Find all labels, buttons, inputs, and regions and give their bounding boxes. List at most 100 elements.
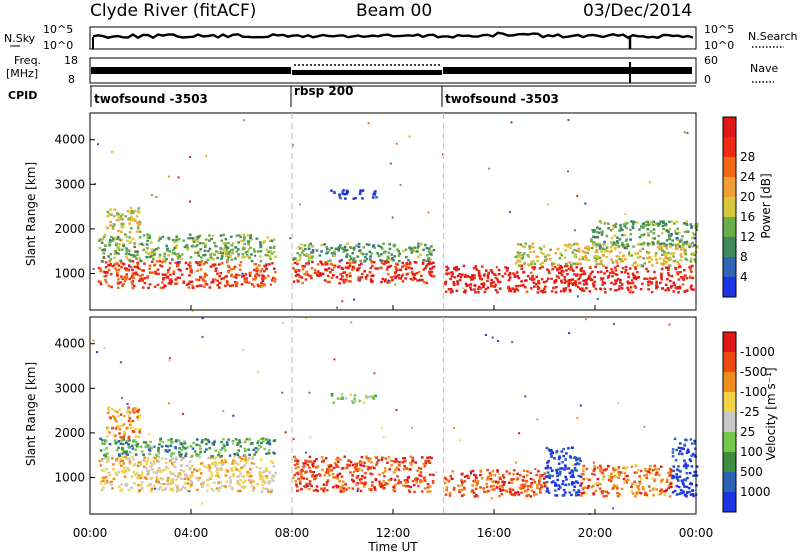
heatmap-cell-band-1 — [115, 242, 118, 245]
heatmap-cell-band-3 — [307, 262, 310, 265]
heatmap-cell-band-1 — [138, 257, 141, 260]
heatmap-cell-band-3 — [422, 280, 426, 284]
heatmap-cell-band-6 — [544, 475, 548, 479]
heatmap-cell-band-6 — [561, 467, 564, 470]
heatmap-cell-band-4 — [392, 259, 395, 262]
heatmap-cell-band-6 — [573, 466, 577, 470]
heatmap-cell-band-1 — [256, 441, 259, 445]
heatmap-cell-band-1 — [228, 254, 231, 257]
heatmap-cell-band-0 — [238, 268, 242, 271]
heatmap-cell-band-0 — [207, 456, 211, 460]
heatmap-cell-band-7 — [543, 259, 547, 262]
heatmap-cell-band-2 — [106, 226, 109, 230]
heatmap-cell-band-3 — [431, 480, 435, 483]
heatmap-cell-band-0 — [169, 459, 172, 462]
heatmap-cell-band-1 — [168, 449, 171, 452]
heatmap-cell-band-7 — [531, 245, 534, 249]
heatmap-cell-band-0 — [251, 457, 254, 461]
heatmap-cell-band-1 — [159, 437, 162, 440]
heatmap-cell-band-0 — [123, 475, 127, 478]
heatmap-cell-band-7 — [661, 478, 664, 481]
heatmap-cell-band-0 — [188, 261, 192, 264]
heatmap-cell-band-0 — [187, 282, 191, 286]
heatmap-cell-band-4 — [359, 252, 363, 255]
heatmap-cell-band-6 — [492, 285, 496, 288]
heatmap-cell-band-0 — [272, 475, 276, 478]
heatmap-cell-band-8 — [682, 490, 686, 493]
heatmap-cell-band-7 — [540, 264, 543, 267]
heatmap-cell-scatter — [308, 482, 311, 485]
heatmap-cell-band-3 — [371, 473, 374, 476]
heatmap-cell-band-0 — [164, 284, 167, 288]
heatmap-cell-band-1 — [259, 241, 262, 244]
heatmap-cell-band-1 — [178, 255, 181, 258]
heatmap-cell-band-5 — [525, 494, 529, 498]
heatmap-cell-band-0 — [143, 277, 147, 280]
heatmap-cell-band-1 — [231, 442, 235, 445]
heatmap-cell-band-6 — [667, 274, 671, 277]
heatmap-cell-band-5 — [498, 487, 502, 491]
heatmap-cell-band-8 — [664, 224, 667, 227]
heatmap-cell-band-4 — [365, 395, 369, 398]
heatmap-cell-band-4 — [365, 257, 369, 261]
heatmap-cell-band-1 — [144, 445, 148, 449]
heatmap-cell-band-6 — [472, 267, 476, 270]
heatmap-cell-band-4 — [411, 249, 414, 252]
heatmap-cell-band-7 — [636, 243, 640, 246]
heatmap-cell-band-6 — [584, 280, 588, 283]
heatmap-cell-band-8 — [689, 482, 692, 486]
heatmap-cell-band-2 — [137, 408, 141, 412]
heatmap-cell-band-6 — [627, 275, 630, 279]
heatmap-cell-band-7 — [527, 255, 530, 259]
heatmap-cell-band-8 — [612, 241, 616, 244]
heatmap-cell-band-8 — [676, 227, 679, 230]
heatmap-cell-band-0 — [190, 483, 193, 487]
heatmap-cell-band-0 — [197, 479, 200, 482]
heatmap-cell-band-1 — [189, 444, 193, 448]
heatmap-cell-band-0 — [196, 469, 199, 472]
heatmap-cell-band-0 — [137, 461, 141, 464]
heatmap-cell-band-6 — [615, 273, 619, 276]
heatmap-cell-band-1 — [140, 242, 143, 245]
heatmap-cell-band-4 — [343, 245, 347, 249]
heatmap-cell-band-4 — [427, 250, 431, 253]
heatmap-cell-band-8 — [675, 448, 678, 452]
heatmap-cell-band-4 — [398, 260, 401, 263]
heatmap-cell-band-6 — [664, 289, 667, 292]
heatmap-cell-band-3 — [427, 459, 430, 463]
heatmap-cell-band-7 — [554, 252, 558, 255]
heatmap-cell-band-1 — [114, 250, 117, 253]
heatmap-cell-band-8 — [677, 446, 681, 450]
heatmap-cell-band-0 — [232, 473, 235, 476]
heatmap-cell-band-8 — [683, 443, 686, 446]
heatmap-cell-band-6 — [554, 291, 558, 294]
heatmap-cell-band-6 — [647, 288, 650, 291]
heatmap-cell-band-6 — [670, 284, 673, 288]
heatmap-cell-band-3 — [362, 464, 365, 468]
heatmap-cell-band-2 — [110, 213, 113, 216]
heatmap-cell-band-4 — [320, 244, 323, 247]
heatmap-cell-band-6 — [504, 266, 507, 269]
heatmap-cell-band-1 — [269, 257, 272, 260]
heatmap-cell-band-1 — [227, 256, 230, 259]
heatmap-cell-band-4 — [344, 249, 348, 252]
freq-bottom-tick: 8 — [68, 73, 75, 86]
heatmap-cell-band-7 — [669, 245, 672, 249]
heatmap-cell-band-3 — [382, 486, 385, 490]
heatmap-cell-band-6 — [549, 466, 552, 470]
heatmap-cell-band-0 — [238, 264, 242, 267]
heatmap-cell-band-7 — [643, 474, 646, 477]
heatmap-cell-band-7 — [661, 263, 664, 266]
heatmap-cell-band-1 — [151, 255, 155, 258]
heatmap-cell-band-8 — [631, 226, 635, 230]
heatmap-cell-band-0 — [182, 456, 185, 460]
heatmap-cell-band-1 — [200, 441, 204, 444]
heatmap-cell-band-3 — [371, 264, 374, 268]
heatmap-cell-band-2 — [135, 407, 139, 410]
heatmap-cell-band-6 — [682, 276, 685, 279]
heatmap-cell-band-3 — [338, 480, 341, 483]
heatmap-cell-band-6 — [621, 283, 624, 286]
heatmap-cell-band-7 — [611, 487, 615, 490]
heatmap-cell-band-3 — [420, 480, 424, 483]
heatmap-cell-band-3 — [398, 268, 402, 271]
